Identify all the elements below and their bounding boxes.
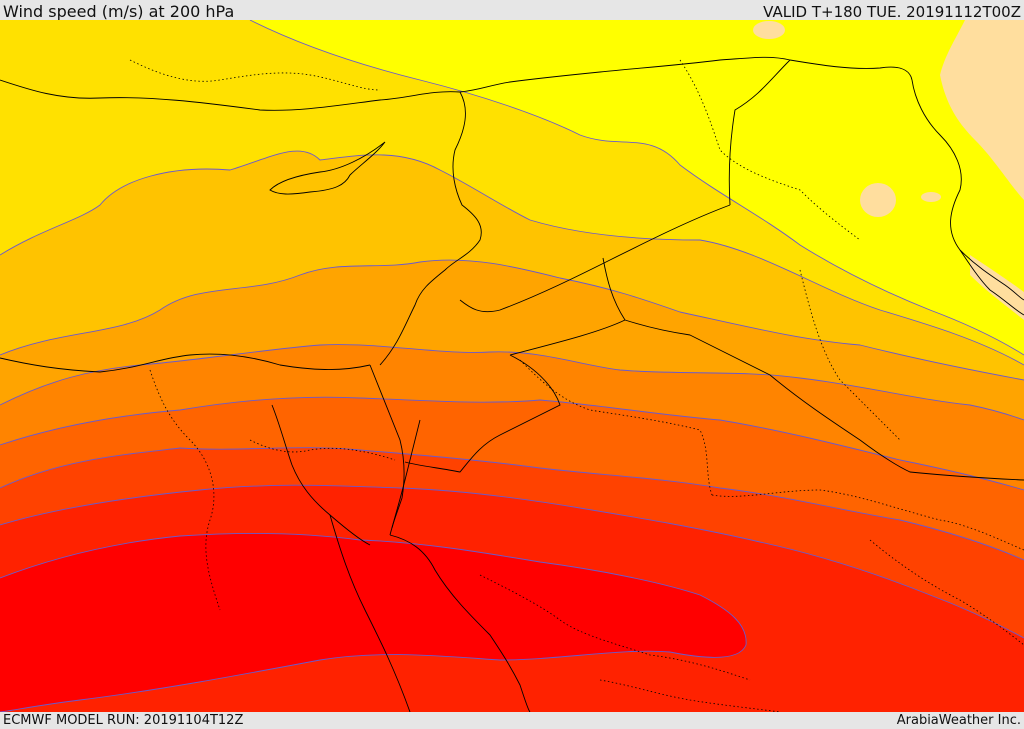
coastline-levant [379, 91, 482, 366]
footer-bar [0, 712, 1024, 729]
header-bar [0, 0, 1024, 20]
coastline-red-sea [329, 514, 411, 712]
wind-band-pale-ne [940, 20, 1024, 200]
map-title: Wind speed (m/s) at 200 hPa [3, 2, 235, 21]
isotach-line-2 [0, 150, 1024, 366]
coastline-aqaba [389, 419, 421, 536]
isotach-line-1 [249, 20, 1024, 356]
coastline-red-sea-east [389, 534, 531, 712]
valid-time: VALID T+180 TUE. 20191112T00Z [763, 3, 1021, 21]
brand-label: ArabiaWeather Inc. [896, 713, 1021, 728]
admin-line-6 [679, 59, 861, 241]
wind-band-jet-core [0, 533, 747, 712]
border-turkey-syria [459, 56, 913, 93]
coastline-gulf [959, 249, 1024, 301]
border-egypt-israel [369, 364, 405, 529]
border-syria-iraq [728, 59, 791, 206]
political-borders [0, 56, 1024, 712]
isotach-line-7 [0, 484, 1024, 639]
wind-band-pale-gulf [970, 255, 1024, 320]
wind-band-pale-spot-3 [753, 21, 785, 39]
model-run-label: ECMWF MODEL RUN: 20191104T12Z [3, 713, 244, 728]
isotach-line-5 [0, 396, 1024, 491]
admin-line-8 [869, 539, 1024, 646]
admin-boundaries [129, 59, 1024, 712]
admin-line-7 [129, 59, 381, 91]
isotach-line-6 [0, 447, 1024, 561]
admin-line-10 [599, 679, 781, 712]
coastline-cyprus [269, 141, 386, 195]
isotach-contours [0, 20, 1024, 712]
admin-line-3 [711, 489, 1024, 551]
wind-speed-map [0, 20, 1024, 712]
isotach-line-3 [0, 259, 1024, 381]
coastline-gulf-suez [271, 404, 371, 546]
border-saudi-jordan [404, 354, 561, 473]
admin-line-2 [519, 359, 713, 496]
border-iraq-iran [911, 79, 1024, 316]
border-jordan-iraq [459, 204, 731, 313]
border-iraq-saudi-2 [602, 257, 626, 321]
wind-band-pale-spot-2 [921, 192, 941, 202]
wind-band-pale-spot-1 [860, 183, 896, 217]
isotach-line-4 [0, 344, 1024, 421]
isotach-line-8 [0, 532, 747, 712]
coastline-egypt [0, 353, 371, 373]
coastline-turkey [0, 79, 461, 111]
